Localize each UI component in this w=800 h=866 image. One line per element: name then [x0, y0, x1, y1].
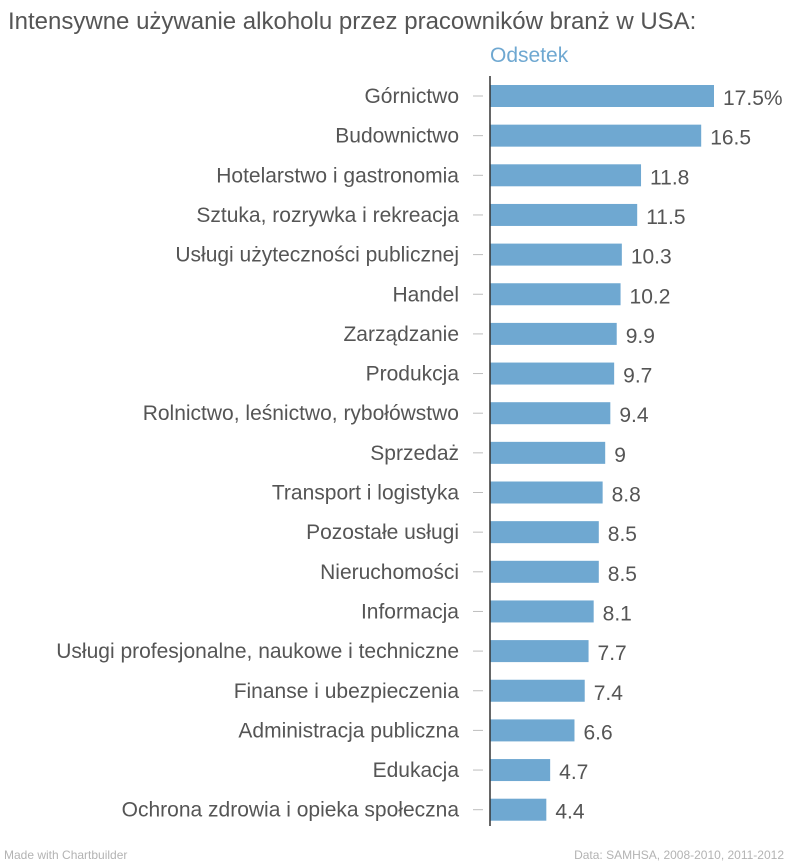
- bar: [490, 481, 603, 504]
- bar: [490, 679, 585, 702]
- category-label: Edukacja: [373, 759, 460, 782]
- category-label: Ochrona zdrowia i opieka społeczna: [122, 799, 460, 822]
- bar: [490, 362, 615, 385]
- bar: [490, 402, 611, 425]
- bar: [490, 441, 606, 464]
- bar: [490, 600, 594, 623]
- bar: [490, 798, 547, 821]
- value-label: 11.8: [650, 166, 689, 189]
- value-label: 7.4: [594, 682, 624, 705]
- bar: [490, 283, 621, 306]
- value-label: 17.5%: [723, 87, 783, 110]
- category-label: Sprzedaż: [370, 442, 459, 465]
- category-label: Górnictwo: [364, 85, 459, 108]
- value-label: 7.7: [598, 642, 627, 665]
- category-label: Sztuka, rozrywka i rekreacja: [196, 204, 459, 227]
- category-label: Budownictwo: [335, 125, 459, 148]
- value-label: 4.4: [555, 801, 585, 824]
- chart-title: Intensywne używanie alkoholu przez praco…: [8, 8, 697, 35]
- value-label: 16.5: [710, 127, 751, 150]
- category-label: Usługi profesjonalne, naukowe i technicz…: [56, 640, 459, 663]
- value-label: 6.6: [583, 721, 612, 744]
- value-label: 8.5: [608, 563, 637, 586]
- bar: [490, 719, 575, 742]
- bar: [490, 521, 599, 544]
- category-label: Hotelarstwo i gastronomia: [216, 164, 459, 187]
- category-label: Informacja: [361, 600, 459, 623]
- category-label: Transport i logistyka: [272, 482, 459, 505]
- value-label: 4.7: [559, 761, 588, 784]
- value-label: 11.5: [646, 206, 685, 229]
- bar: [490, 85, 714, 107]
- value-label: 10.2: [630, 285, 671, 308]
- category-label: Finanse i ubezpieczenia: [234, 680, 460, 703]
- category-label: Usługi użyteczności publicznej: [175, 244, 459, 267]
- bar: [490, 124, 702, 147]
- value-label: 10.3: [631, 246, 672, 269]
- bar: [490, 322, 617, 345]
- value-label: 8.8: [612, 484, 641, 507]
- bar: [490, 560, 599, 583]
- value-label: 9.9: [626, 325, 655, 348]
- category-label: Produkcja: [366, 363, 460, 386]
- footer-credit: Made with Chartbuilder: [4, 848, 128, 862]
- value-label: 9: [614, 444, 626, 467]
- bar: [490, 759, 551, 782]
- bar: [490, 243, 622, 266]
- value-label: 8.5: [608, 523, 637, 546]
- footer-source: Data: SAMHSA, 2008-2010, 2011-2012: [574, 848, 784, 862]
- category-label: Nieruchomości: [320, 561, 459, 584]
- value-label: 9.7: [623, 365, 652, 388]
- category-label: Pozostałe usługi: [306, 521, 459, 544]
- series-label: Odsetek: [490, 44, 569, 67]
- value-label: 9.4: [619, 404, 649, 427]
- category-label: Administracja publiczna: [238, 719, 459, 742]
- category-label: Zarządzanie: [343, 323, 459, 346]
- bar: [490, 203, 638, 226]
- category-label: Handel: [392, 283, 459, 306]
- category-label: Rolnictwo, leśnictwo, rybołówstwo: [143, 402, 459, 425]
- bars-layer: Górnictwo 17.5% Budownictwo 16.5 Hotelarstwo…: [56, 85, 783, 824]
- bar: [490, 640, 589, 663]
- value-label: 8.1: [603, 602, 632, 625]
- bar: [490, 164, 642, 187]
